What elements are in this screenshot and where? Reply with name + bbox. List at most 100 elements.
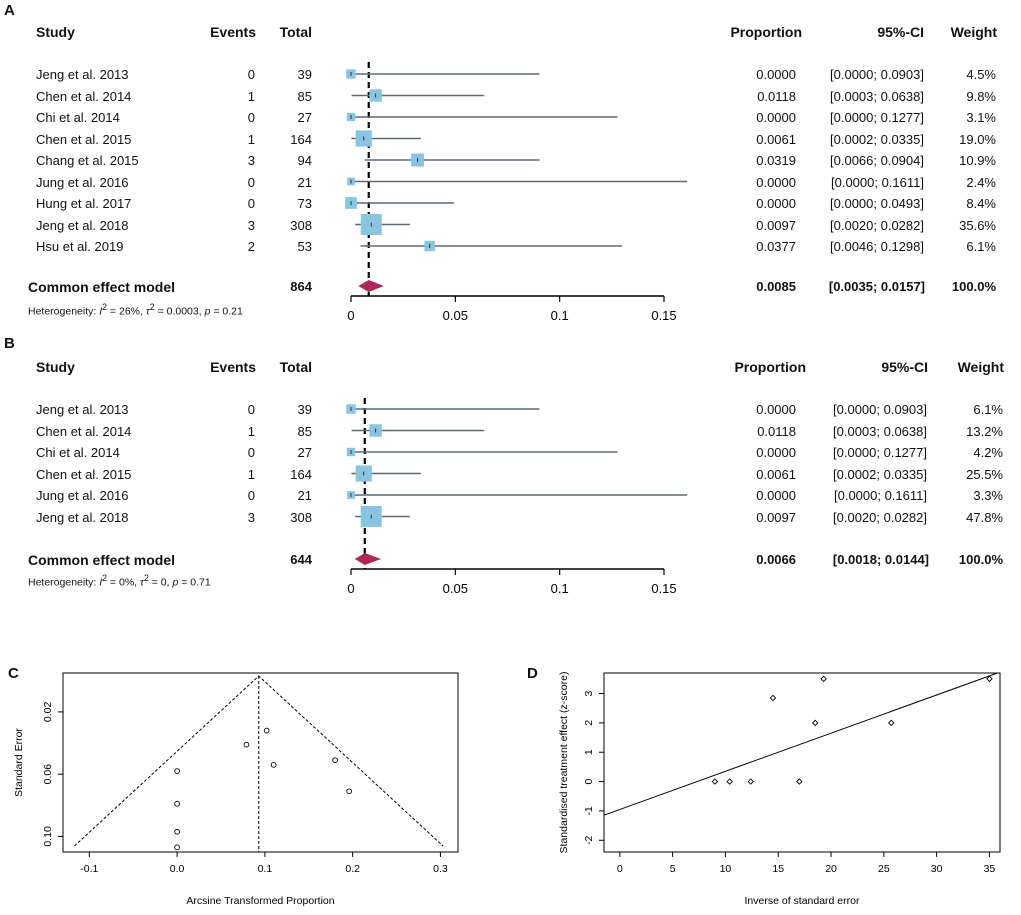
total-value: 164 bbox=[290, 131, 312, 147]
ci-value: [0.0003; 0.0638] bbox=[830, 88, 924, 104]
proportion-value: 0.0000 bbox=[756, 402, 796, 417]
study-name: Hsu et al. 2019 bbox=[36, 239, 124, 254]
study-name: Chen et al. 2015 bbox=[36, 466, 132, 482]
study-point bbox=[174, 844, 180, 851]
total-value: 53 bbox=[297, 239, 312, 254]
summary-label: Common effect model bbox=[28, 279, 176, 295]
events-value: 0 bbox=[247, 402, 255, 417]
weight-value: 4.5% bbox=[966, 67, 996, 82]
summary-proportion: 0.0066 bbox=[756, 552, 796, 567]
plot-frame bbox=[603, 672, 1001, 853]
events-value: 3 bbox=[247, 509, 255, 525]
study-name: Jeng et al. 2018 bbox=[36, 509, 129, 525]
events-value: 0 bbox=[247, 67, 255, 82]
events-value: 1 bbox=[247, 423, 255, 439]
panel-label-b: B bbox=[4, 335, 15, 352]
ci-value: [0.0000; 0.0903] bbox=[833, 402, 927, 417]
header-ci: 95%-CI bbox=[881, 359, 928, 375]
events-value: 0 bbox=[247, 110, 255, 125]
total-value: 308 bbox=[290, 217, 312, 233]
events-value: 0 bbox=[247, 174, 255, 190]
study-point bbox=[811, 719, 819, 727]
proportion-value: 0.0061 bbox=[756, 131, 796, 147]
total-value: 39 bbox=[297, 67, 312, 82]
events-value: 1 bbox=[247, 466, 255, 482]
x-tick-label: 0.0 bbox=[170, 863, 185, 875]
header-proportion: Proportion bbox=[734, 359, 806, 375]
y-tick-label: 1 bbox=[583, 749, 595, 755]
ci-value: [0.0000; 0.1277] bbox=[830, 110, 924, 125]
study-point bbox=[796, 778, 803, 785]
heterogeneity-text: Heterogeneity: I2 = 0%, τ2 = 0, p = 0.71 bbox=[28, 573, 211, 589]
x-tick-label: 20 bbox=[825, 863, 837, 875]
panel-label-c: C bbox=[8, 665, 19, 682]
ci-value: [0.0066; 0.0904] bbox=[830, 153, 924, 168]
weight-value: 25.5% bbox=[966, 466, 1003, 482]
y-tick-label: 2 bbox=[583, 720, 595, 726]
ci-value: [0.0000; 0.0493] bbox=[830, 196, 924, 211]
study-point bbox=[174, 768, 180, 774]
study-name: Chen et al. 2015 bbox=[36, 131, 132, 147]
y-tick-label: 3 bbox=[583, 690, 595, 696]
y-tick-label: 0 bbox=[583, 778, 595, 784]
x-tick-label: 0.3 bbox=[433, 863, 448, 875]
events-value: 3 bbox=[247, 217, 255, 233]
study-name: Jung et al. 2016 bbox=[36, 488, 129, 503]
summary-proportion: 0.0085 bbox=[756, 279, 796, 294]
study-name: Chen et al. 2014 bbox=[36, 423, 132, 439]
study-point bbox=[270, 761, 277, 768]
study-name: Jeng et al. 2018 bbox=[36, 217, 129, 233]
proportion-value: 0.0097 bbox=[756, 509, 796, 525]
x-tick-label: 35 bbox=[984, 863, 996, 875]
header-study: Study bbox=[36, 359, 75, 375]
summary-weight: 100.0% bbox=[951, 279, 996, 294]
study-point bbox=[174, 800, 180, 807]
x-tick-label: 0.05 bbox=[443, 581, 468, 596]
heterogeneity-text: Heterogeneity: I2 = 26%, τ2 = 0.0003, p … bbox=[28, 302, 243, 318]
summary-label: Common effect model bbox=[28, 552, 176, 568]
ci-value: [0.0000; 0.1611] bbox=[830, 174, 924, 190]
study-point bbox=[346, 788, 353, 795]
weight-value: 19.0% bbox=[959, 131, 996, 147]
weight-value: 3.3% bbox=[973, 488, 1003, 503]
x-tick-label: -0.1 bbox=[80, 863, 98, 875]
x-tick-label: 0.05 bbox=[443, 308, 468, 323]
header-study: Study bbox=[36, 24, 75, 40]
total-value: 308 bbox=[290, 509, 312, 525]
total-value: 39 bbox=[297, 402, 312, 417]
ci-value: [0.0020; 0.0282] bbox=[830, 217, 924, 233]
ci-value: [0.0000; 0.0903] bbox=[830, 67, 924, 82]
y-tick-label: -1 bbox=[583, 806, 595, 815]
proportion-value: 0.0061 bbox=[756, 466, 796, 482]
x-tick-label: 0.15 bbox=[651, 581, 676, 596]
study-point bbox=[174, 828, 180, 835]
proportion-value: 0.0000 bbox=[756, 67, 796, 82]
y-axis-label: Standard Error bbox=[13, 728, 25, 797]
total-value: 94 bbox=[297, 153, 312, 168]
summary-ci: [0.0018; 0.0144] bbox=[832, 552, 929, 567]
study-name: Jeng et al. 2013 bbox=[36, 402, 129, 417]
study-point bbox=[711, 778, 719, 785]
events-value: 1 bbox=[247, 88, 255, 104]
ci-value: [0.0003; 0.0638] bbox=[833, 423, 927, 439]
weight-value: 6.1% bbox=[973, 402, 1003, 417]
header-total: Total bbox=[279, 24, 312, 40]
header-events: Events bbox=[210, 24, 256, 40]
study-point bbox=[263, 727, 270, 734]
y-tick-label: 0.10 bbox=[42, 826, 54, 847]
proportion-value: 0.0000 bbox=[756, 488, 796, 503]
study-point bbox=[332, 757, 338, 764]
y-tick-label: -2 bbox=[583, 835, 595, 844]
x-tick-label: 25 bbox=[878, 863, 890, 875]
total-value: 21 bbox=[297, 488, 312, 503]
header-ci: 95%-CI bbox=[877, 24, 924, 40]
header-proportion: Proportion bbox=[730, 24, 802, 40]
proportion-value: 0.0377 bbox=[756, 239, 796, 254]
events-value: 0 bbox=[247, 445, 255, 460]
total-value: 85 bbox=[297, 423, 312, 439]
x-tick-label: 0.2 bbox=[345, 863, 360, 875]
study-name: Jung et al. 2016 bbox=[36, 174, 129, 190]
x-tick-label: 0 bbox=[347, 581, 354, 596]
study-name: Chang et al. 2015 bbox=[36, 153, 139, 168]
study-name: Chen et al. 2014 bbox=[36, 88, 132, 104]
